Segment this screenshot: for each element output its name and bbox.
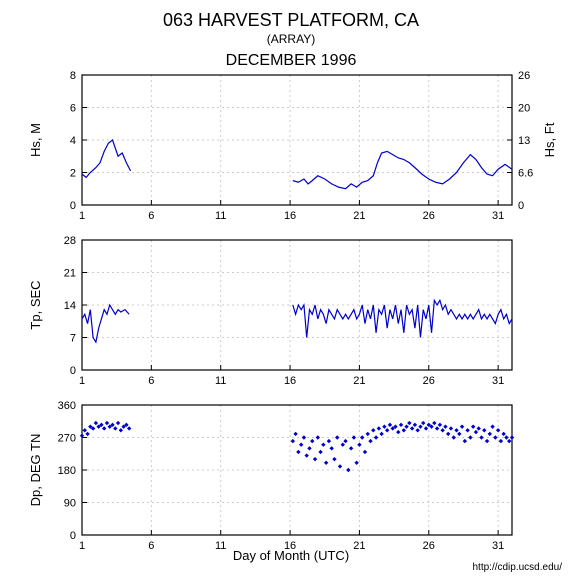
svg-text:16: 16 [284,375,296,387]
svg-text:0: 0 [70,200,76,212]
svg-text:Dp, DEG TN: Dp, DEG TN [28,434,43,507]
svg-text:Hs, Ft: Hs, Ft [542,122,557,157]
oceanographic-chart-panel: 063 HARVEST PLATFORM, CA (ARRAY) DECEMBE… [0,0,582,581]
svg-text:0: 0 [70,365,76,377]
svg-text:6: 6 [70,103,76,115]
svg-text:21: 21 [64,268,76,280]
svg-text:26: 26 [423,375,435,387]
svg-text:16: 16 [284,210,296,222]
svg-text:Tp, SEC: Tp, SEC [28,280,43,329]
svg-text:6.6: 6.6 [518,168,533,180]
svg-text:2: 2 [70,168,76,180]
svg-text:0: 0 [70,530,76,542]
svg-text:6: 6 [148,375,154,387]
svg-text:8: 8 [70,70,76,82]
svg-text:11: 11 [215,375,226,387]
svg-text:21: 21 [353,375,365,387]
svg-text:7: 7 [70,333,76,345]
svg-text:14: 14 [64,300,76,312]
svg-text:180: 180 [58,465,76,477]
svg-text:6: 6 [148,210,154,222]
svg-text:1: 1 [79,210,85,222]
svg-text:Hs, M: Hs, M [28,123,43,157]
svg-text:4: 4 [70,135,76,147]
svg-text:21: 21 [353,210,365,222]
svg-text:26: 26 [423,210,435,222]
svg-text:11: 11 [215,210,226,222]
svg-text:13: 13 [518,135,530,147]
credit-text: http://cdip.ucsd.edu/ [472,562,562,573]
svg-text:270: 270 [58,433,76,445]
svg-text:26: 26 [518,70,530,82]
x-axis-label: Day of Month (UTC) [0,548,582,563]
svg-text:360: 360 [58,400,76,412]
svg-text:1: 1 [79,375,85,387]
svg-text:31: 31 [492,375,504,387]
svg-text:31: 31 [492,210,504,222]
svg-text:28: 28 [64,235,76,247]
svg-text:90: 90 [64,498,76,510]
chart-svg: 0246806.6132026161116212631Hs, MHs, Ft07… [0,0,582,581]
svg-text:20: 20 [518,103,530,115]
svg-text:0: 0 [518,200,524,212]
